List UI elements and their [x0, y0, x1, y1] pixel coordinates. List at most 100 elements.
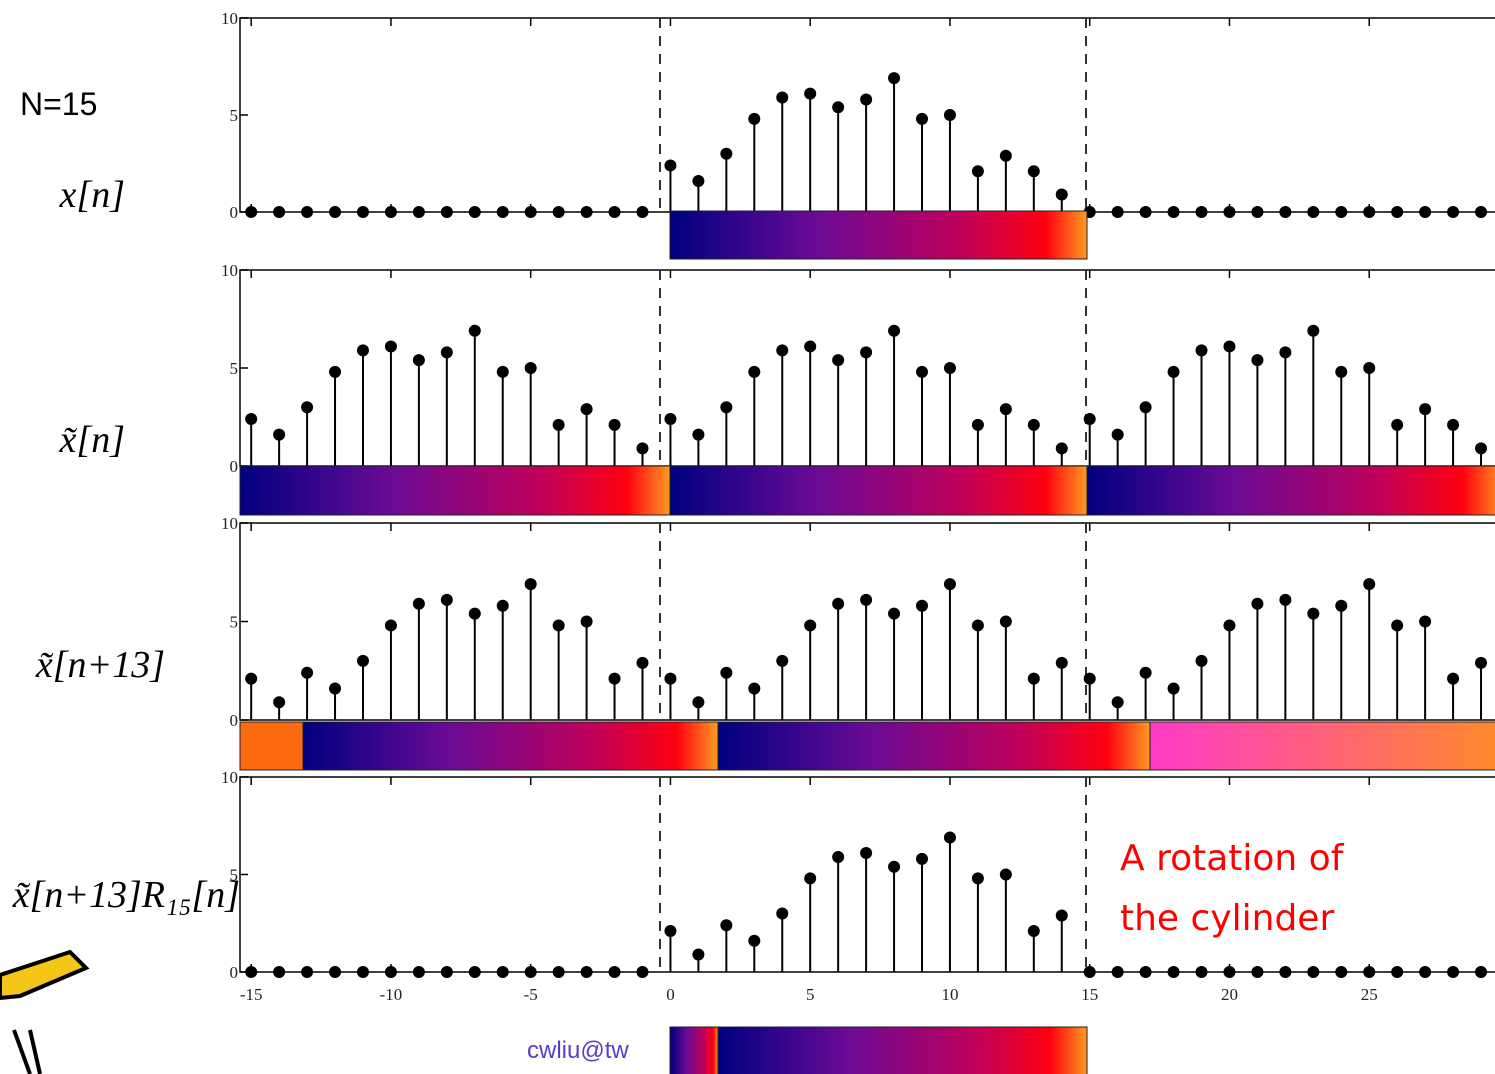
- stem-marker: [943, 109, 956, 121]
- stem-marker: [1027, 672, 1040, 685]
- stem-marker: [888, 607, 901, 620]
- stem-marker: [971, 619, 984, 632]
- stem-marker: [412, 597, 425, 610]
- stem-marker: [1055, 656, 1068, 669]
- stem-marker: [301, 966, 314, 978]
- stem-marker: [692, 948, 705, 961]
- stem-marker: [1447, 966, 1460, 978]
- stem-marker: [1391, 206, 1404, 218]
- stem-marker: [860, 346, 873, 359]
- bar-band: [717, 721, 1151, 771]
- stem-marker: [1223, 340, 1236, 353]
- stem-marker: [301, 401, 314, 414]
- stem-marker: [636, 656, 649, 669]
- x-tick-label: 20: [1221, 985, 1238, 1004]
- stem-marker: [496, 599, 509, 612]
- stem-marker: [580, 615, 593, 628]
- stem-marker: [1447, 418, 1460, 431]
- stem-marker: [245, 206, 258, 218]
- stem-marker: [245, 966, 258, 978]
- stem-marker: [608, 966, 621, 978]
- y-tick-label: 10: [221, 261, 238, 280]
- stem-marker: [1307, 966, 1320, 978]
- stem-marker: [273, 206, 286, 218]
- stem-marker: [580, 206, 593, 218]
- stem-marker: [580, 966, 593, 978]
- stem-marker: [1363, 362, 1376, 374]
- stem-marker: [329, 365, 342, 378]
- stem-marker: [860, 847, 873, 860]
- cylinder-bars: [239, 210, 1495, 771]
- stem-marker: [832, 850, 845, 863]
- x-tick-label: -15: [240, 985, 263, 1004]
- stem-marker: [1055, 909, 1068, 922]
- stem-marker: [999, 149, 1012, 162]
- stem-marker: [664, 925, 677, 938]
- stem-marker: [1279, 206, 1292, 218]
- stem-marker: [1307, 324, 1320, 337]
- stem-marker: [916, 112, 929, 125]
- stem-marker: [1139, 206, 1152, 218]
- stem-marker: [1139, 666, 1152, 679]
- x-tick-label: 15: [1081, 985, 1098, 1004]
- stem-marker: [720, 401, 733, 414]
- stem-marker: [692, 696, 705, 709]
- stem-marker: [1167, 682, 1180, 695]
- y-tick-label: 10: [221, 514, 238, 533]
- stem-marker: [273, 966, 286, 978]
- stem-marker: [384, 966, 397, 978]
- bar-band: [669, 465, 1088, 516]
- stem-marker: [860, 593, 873, 606]
- annotation: the cylinder: [1120, 898, 1334, 939]
- stem-marker: [1251, 206, 1264, 218]
- stem-marker: [440, 346, 453, 359]
- stem-marker: [1447, 672, 1460, 685]
- stem-marker: [496, 206, 509, 218]
- stem-marker: [412, 354, 425, 367]
- stem-marker: [999, 868, 1012, 881]
- stem-marker: [1027, 165, 1040, 178]
- y-tick-label: 10: [221, 9, 238, 28]
- y-tick-label: 0: [230, 711, 239, 730]
- stem-marker: [943, 362, 956, 374]
- stem-marker: [636, 966, 649, 978]
- stem-marker: [552, 966, 565, 978]
- y-tick-label: 0: [230, 963, 239, 982]
- y-tick-label: 0: [230, 457, 239, 476]
- annotation: A rotation of: [1120, 838, 1345, 879]
- stem-marker: [245, 412, 258, 425]
- stem-marker: [412, 206, 425, 218]
- stem-marker: [1447, 206, 1460, 218]
- stem-marker: [412, 966, 425, 978]
- stem-marker: [748, 934, 761, 947]
- panel-label: x[n]: [59, 174, 125, 216]
- stem-marker: [664, 672, 677, 685]
- bar-band: [1149, 721, 1495, 771]
- stem-marker: [356, 654, 369, 667]
- x-tick-label: -5: [524, 985, 538, 1004]
- stem-marker: [804, 340, 817, 353]
- stem-marker: [608, 206, 621, 218]
- stem-marker: [1167, 966, 1180, 978]
- stem-marker: [1195, 966, 1208, 978]
- stem-marker: [524, 362, 537, 374]
- stem-marker: [943, 578, 956, 591]
- stem-marker: [1279, 966, 1292, 978]
- stem-marker: [1139, 401, 1152, 414]
- stem-marker: [273, 428, 286, 441]
- stem-marker: [524, 206, 537, 218]
- y-tick-label: 5: [230, 866, 239, 885]
- stem-marker: [329, 206, 342, 218]
- bottom-bar: [669, 1026, 1088, 1074]
- stem-marker: [301, 666, 314, 679]
- stem-marker: [1055, 188, 1068, 201]
- stem-marker: [664, 412, 677, 425]
- stem-marker: [468, 607, 481, 620]
- stem-marker: [916, 852, 929, 865]
- stem-marker: [720, 666, 733, 679]
- stem-marker: [1223, 206, 1236, 218]
- stem-marker: [916, 599, 929, 612]
- stem-marker: [999, 615, 1012, 628]
- stem-marker: [1111, 696, 1124, 709]
- stem-marker: [384, 619, 397, 632]
